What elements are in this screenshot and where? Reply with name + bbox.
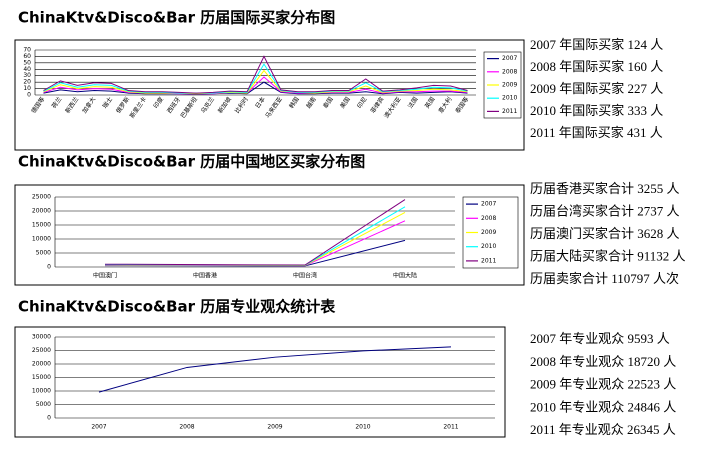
chart-title: ChinaKtv&Disco&Bar 历届国际买家分布图 — [18, 9, 335, 27]
side-note: 2008 年专业观众 18720 人 — [530, 354, 676, 369]
legend-label: 2008 — [481, 215, 496, 222]
x-tick-label: 2009 — [267, 424, 282, 431]
y-tick-label: 0 — [47, 415, 51, 422]
legend-label: 2009 — [481, 229, 496, 236]
chart-frame — [14, 184, 525, 286]
side-note: 2009 年国际买家 227 人 — [530, 81, 663, 96]
legend-box — [483, 51, 522, 119]
legend-label: 2010 — [502, 95, 517, 102]
y-tick-label: 5000 — [36, 401, 51, 408]
legend-label: 2008 — [502, 68, 517, 75]
chart-title: ChinaKtv&Disco&Bar 历届中国地区买家分布图 — [18, 153, 365, 171]
y-tick-label: 5000 — [36, 250, 51, 257]
y-tick-label: 30 — [23, 72, 31, 79]
y-tick-label: 15000 — [32, 222, 51, 229]
legend-label: 2009 — [502, 82, 517, 89]
legend-label: 2011 — [502, 108, 517, 115]
side-note: 2011 年专业观众 26345 人 — [530, 422, 676, 437]
side-note: 2010 年专业观众 24846 人 — [530, 399, 676, 414]
side-note: 2008 年国际买家 160 人 — [530, 59, 663, 74]
chart-frame — [14, 326, 506, 438]
y-tick-label: 25000 — [32, 347, 51, 354]
y-tick-label: 20000 — [32, 361, 51, 368]
legend-label: 2007 — [481, 201, 496, 208]
y-tick-label: 70 — [23, 47, 31, 54]
y-tick-label: 10000 — [32, 236, 51, 243]
x-tick-label: 中国台湾 — [293, 272, 317, 280]
y-tick-label: 15000 — [32, 374, 51, 381]
y-tick-label: 25000 — [32, 194, 51, 201]
y-tick-label: 10000 — [32, 388, 51, 395]
side-note: 历届香港买家合计 3255 人 — [530, 181, 680, 196]
data-line — [104, 199, 406, 266]
data-line — [43, 63, 468, 94]
side-note: 2009 年专业观众 22523 人 — [530, 377, 676, 392]
y-tick-label: 0 — [27, 92, 31, 99]
data-line — [43, 55, 468, 94]
legend-label: 2010 — [481, 243, 496, 250]
data-line — [43, 69, 468, 95]
chart-title: ChinaKtv&Disco&Bar 历届专业观众统计表 — [18, 298, 336, 316]
side-note: 历届台湾买家合计 2737 人 — [530, 203, 680, 218]
y-tick-label: 50 — [23, 59, 31, 66]
side-note: 2007 年专业观众 9593 人 — [530, 331, 670, 346]
x-tick-label: 2010 — [355, 424, 370, 431]
y-tick-label: 40 — [23, 66, 31, 73]
y-tick-label: 20000 — [32, 208, 51, 215]
side-note: 2010 年国际买家 333 人 — [530, 103, 663, 118]
x-tick-label: 2011 — [443, 424, 458, 431]
side-note: 历届卖家合计 110797 人次 — [530, 271, 679, 286]
y-tick-label: 20 — [23, 79, 31, 86]
side-note: 历届澳门买家合计 3628 人 — [530, 226, 680, 241]
legend-label: 2007 — [502, 55, 517, 62]
data-line — [98, 346, 452, 393]
x-tick-label: 2007 — [91, 424, 106, 431]
legend-label: 2011 — [481, 257, 496, 264]
x-tick-label: 中国澳门 — [93, 272, 117, 280]
y-tick-label: 0 — [47, 264, 51, 271]
y-tick-label: 10 — [23, 85, 31, 92]
side-note: 历届大陆买家合计 91132 人 — [530, 248, 686, 263]
x-tick-label: 2008 — [179, 424, 194, 431]
data-line — [43, 81, 468, 95]
y-tick-label: 60 — [23, 53, 31, 60]
y-tick-label: 30000 — [32, 334, 51, 341]
x-tick-label: 中国大陆 — [393, 272, 417, 280]
data-line — [43, 76, 468, 95]
side-note: 2007 年国际买家 124 人 — [530, 37, 663, 52]
x-tick-label: 中国香港 — [193, 272, 217, 280]
side-note: 2011 年国际买家 431 人 — [530, 125, 663, 140]
